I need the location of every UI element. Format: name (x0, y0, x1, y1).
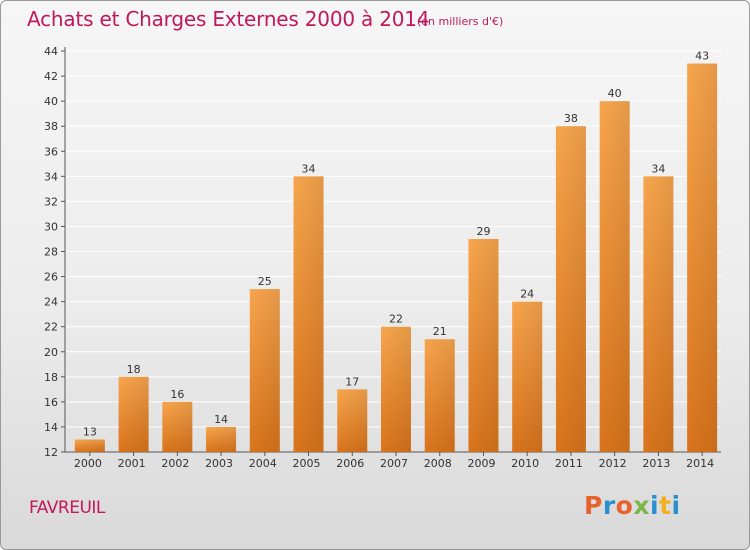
x-tick-label: 2006 (336, 457, 364, 470)
x-tick-label: 2004 (249, 457, 277, 470)
data-label: 40 (608, 87, 622, 100)
x-tick-label: 2009 (467, 457, 495, 470)
y-tick-label: 14 (44, 421, 58, 434)
data-label: 13 (83, 425, 97, 438)
x-tick-label: 2012 (599, 457, 627, 470)
bar-shade (599, 101, 630, 452)
y-tick-label: 22 (44, 321, 58, 334)
data-label: 25 (258, 275, 272, 288)
x-axis: 2000 2001 2002 2003 2004 2005 2006 2007 2008 2009… (74, 452, 714, 470)
bar-shade (512, 301, 543, 452)
bar-shade (337, 389, 368, 452)
data-label: 43 (695, 50, 709, 63)
data-label: 29 (476, 225, 490, 238)
x-tick-label: 2001 (118, 457, 146, 470)
data-label: 24 (520, 288, 534, 301)
brand-letter: i (671, 491, 681, 520)
bar-shade (118, 376, 149, 452)
x-tick-label: 2007 (380, 457, 408, 470)
brand-letter: x (633, 491, 650, 520)
bar-shade (381, 326, 411, 452)
chart-subtitle: (en milliers d'€) (417, 15, 504, 28)
bar-shade (555, 126, 586, 452)
brand-letter: i (650, 491, 660, 520)
x-tick-label: 2013 (642, 457, 670, 470)
x-tick-label: 2002 (161, 457, 189, 470)
y-tick-label: 20 (44, 346, 58, 359)
data-label: 34 (302, 162, 316, 175)
x-tick-label: 2014 (686, 457, 714, 470)
y-tick-label: 34 (44, 170, 58, 183)
data-label: 14 (214, 413, 228, 426)
y-tick-label: 18 (44, 371, 58, 384)
data-labels: 13 18 16 14 25 34 17 22 21 29 24 38 40 34 43 (83, 50, 709, 439)
brand-letter: o (615, 491, 634, 520)
y-tick-label: 38 (44, 120, 58, 133)
data-label: 17 (345, 375, 359, 388)
x-tick-label: 2005 (293, 457, 321, 470)
bar-shade (249, 289, 280, 452)
y-tick-label: 12 (44, 446, 58, 459)
bars (74, 63, 718, 452)
bar-shade (643, 176, 674, 452)
x-tick-label: 2008 (424, 457, 452, 470)
data-label: 21 (433, 325, 447, 338)
data-label: 34 (651, 162, 665, 175)
bar-shade (424, 339, 455, 452)
chart-title: Achats et Charges Externes 2000 à 2014 (27, 7, 430, 31)
bar-shade (74, 439, 105, 452)
x-tick-label: 2011 (555, 457, 583, 470)
x-tick-label: 2010 (511, 457, 539, 470)
y-tick-label: 40 (44, 95, 58, 108)
brand-letter: r (602, 491, 616, 520)
data-label: 16 (170, 388, 184, 401)
data-label: 18 (127, 363, 141, 376)
brand-letter: t (659, 491, 672, 520)
y-tick-label: 32 (44, 195, 58, 208)
y-tick-label: 28 (44, 246, 58, 259)
data-label: 38 (564, 112, 578, 125)
y-tick-label: 42 (44, 70, 58, 83)
x-tick-label: 2000 (74, 457, 102, 470)
proxiti-logo[interactable]: Proxiti (584, 491, 681, 520)
bar-shade (162, 401, 193, 452)
bar-shade (293, 176, 324, 452)
data-label: 22 (389, 313, 403, 326)
bar-shade (687, 63, 718, 452)
brand-letter: P (584, 491, 603, 520)
y-tick-label: 24 (44, 296, 58, 309)
y-tick-label: 30 (44, 220, 58, 233)
y-tick-label: 44 (44, 45, 58, 58)
commune-name: FAVREUIL (29, 498, 105, 518)
x-tick-label: 2003 (205, 457, 233, 470)
y-tick-label: 36 (44, 145, 58, 158)
bar-shade (206, 426, 237, 452)
bar-shade (468, 238, 499, 452)
y-tick-label: 26 (44, 271, 58, 284)
y-tick-label: 16 (44, 396, 58, 409)
